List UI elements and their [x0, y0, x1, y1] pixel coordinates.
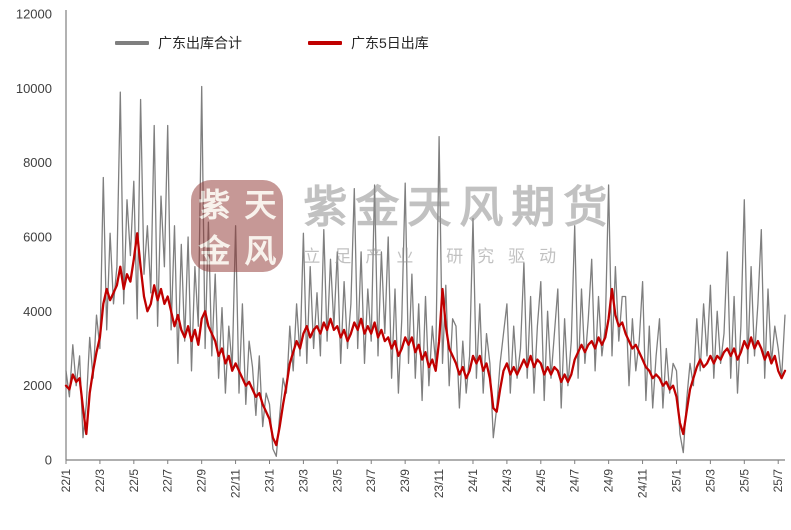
series-total-line: [65, 85, 786, 457]
y-axis: 0 2000 4000 6000 8000 10000 12000: [16, 7, 52, 468]
svg-text:23/5: 23/5: [330, 469, 344, 493]
svg-text:23/3: 23/3: [296, 469, 310, 493]
svg-text:25/7: 25/7: [771, 469, 785, 493]
svg-text:24/5: 24/5: [534, 469, 548, 493]
svg-text:22/11: 22/11: [229, 469, 243, 498]
legend-label-5day: 广东5日出库: [351, 35, 429, 51]
svg-text:6000: 6000: [23, 230, 52, 245]
svg-text:24/1: 24/1: [466, 469, 480, 493]
svg-text:22/9: 22/9: [195, 469, 209, 493]
svg-text:22/1: 22/1: [59, 469, 73, 493]
svg-text:25/1: 25/1: [669, 469, 683, 493]
legend-line-icon-total: [115, 41, 149, 45]
legend-item-5day: 广东5日出库: [308, 33, 429, 53]
svg-text:23/1: 23/1: [262, 469, 276, 493]
svg-text:25/5: 25/5: [737, 469, 751, 493]
svg-text:23/9: 23/9: [398, 469, 412, 493]
legend-item-total: 广东出库合计: [115, 33, 242, 53]
svg-text:24/11: 24/11: [636, 469, 650, 498]
svg-text:4000: 4000: [23, 304, 52, 319]
svg-text:8000: 8000: [23, 155, 52, 170]
svg-text:23/11: 23/11: [432, 469, 446, 498]
svg-text:12000: 12000: [16, 7, 52, 22]
svg-text:22/5: 22/5: [127, 469, 141, 493]
svg-text:23/7: 23/7: [364, 469, 378, 493]
series-5day-line: [64, 232, 787, 447]
svg-text:22/7: 22/7: [161, 469, 175, 493]
svg-text:22/3: 22/3: [93, 469, 107, 493]
svg-text:2000: 2000: [23, 378, 52, 393]
svg-text:24/3: 24/3: [500, 469, 514, 493]
legend-line-icon-5day: [308, 41, 342, 45]
x-axis: 22/1 22/3 22/5 22/7 22/9 22/11 23/1 23/3 23/5 23/…: [59, 460, 785, 498]
svg-text:10000: 10000: [16, 81, 52, 96]
legend-label-total: 广东出库合计: [158, 35, 242, 51]
svg-text:0: 0: [45, 453, 52, 468]
svg-text:24/9: 24/9: [602, 469, 616, 493]
legend: 广东出库合计 广东5日出库: [115, 33, 429, 53]
svg-text:24/7: 24/7: [568, 469, 582, 493]
svg-text:25/3: 25/3: [703, 469, 717, 493]
